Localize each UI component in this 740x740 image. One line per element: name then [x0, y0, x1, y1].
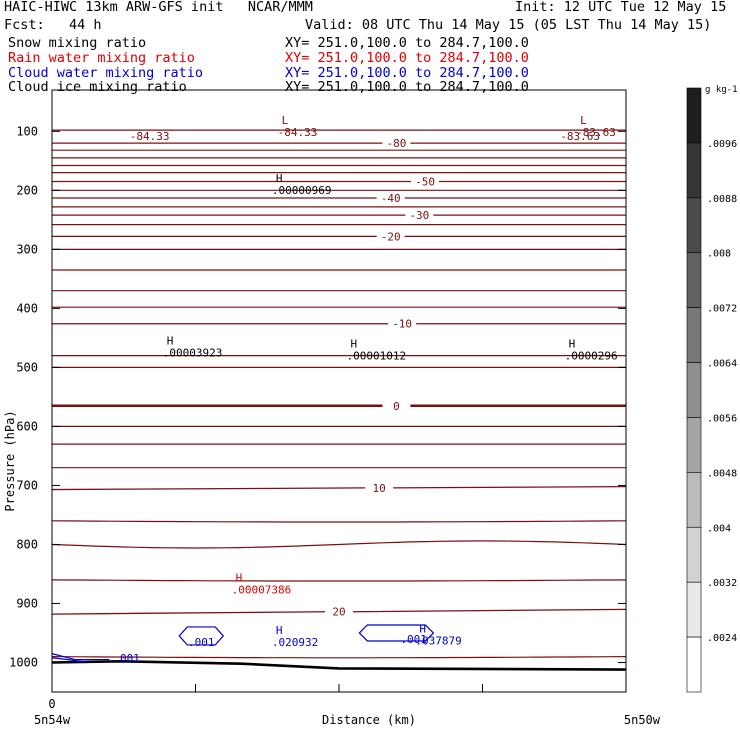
- cloud-water-contour-label: .001: [188, 636, 215, 649]
- colorbar-tick-label: .0056: [707, 413, 737, 424]
- field-xy-cloudice: XY= 251.0,100.0 to 284.7,100.0: [285, 79, 529, 95]
- extremum-letter: L: [580, 114, 587, 127]
- extrema-labels: L-84.33L-83.63H.00000969H.00003923H.0000…: [163, 114, 618, 649]
- field-label-snow: Snow mixing ratio: [8, 35, 147, 51]
- extremum-value: .00003923: [163, 346, 223, 359]
- temperature-contour-line: [51, 540, 627, 549]
- extremum-letter: H: [167, 334, 174, 347]
- colorbar-tick-label: .0048: [707, 468, 737, 479]
- x-axis-label: Distance (km): [322, 713, 416, 727]
- temperature-contour-label: -30: [409, 209, 429, 222]
- x-end-label-right: 5n50w: [624, 713, 661, 727]
- extremum-value: .037879: [415, 634, 461, 647]
- colorbar-unit-label: g kg-1: [705, 85, 738, 95]
- y-tick-label: 1000: [9, 655, 38, 669]
- extremum-value: .0000296: [565, 349, 618, 362]
- colorbar-segment: [686, 197, 702, 254]
- extremum-value: .00000969: [272, 184, 332, 197]
- forecast-hour: Fcst: 44 h: [4, 17, 102, 33]
- colorbar-segment: [686, 252, 702, 308]
- colorbar-tick-label: .0096: [707, 139, 737, 150]
- terrain-surface-line: [51, 660, 627, 671]
- y-tick-label: 600: [16, 419, 38, 433]
- y-tick-label: 900: [16, 596, 38, 610]
- cloud-water-contour-label: .001: [400, 633, 427, 646]
- temperature-contour-label: -50: [415, 175, 435, 188]
- temperature-contour-line: [51, 520, 627, 523]
- extremum-letter: H: [276, 172, 283, 185]
- colorbar-tick-label: .0024: [707, 633, 737, 644]
- extremum-value: -84.33: [278, 126, 318, 139]
- colorbar-segment: [686, 472, 702, 528]
- y-tick-label: 500: [16, 360, 38, 374]
- valid-time: Valid: 08 UTC Thu 14 May 15 (05 LST Thu …: [305, 17, 712, 33]
- temperature-contour-label: -10: [392, 318, 412, 331]
- colorbar-segment: [686, 142, 702, 199]
- extremum-value: .00001012: [346, 349, 406, 362]
- colorbar-segment: [686, 307, 702, 363]
- temperature-contour-line: [51, 579, 627, 582]
- cloud-water-contour: [178, 626, 225, 646]
- x-end-label-left: 5n54w: [34, 713, 71, 727]
- extremum-value: .020932: [272, 636, 318, 649]
- field-label-cloudwater: Cloud water mixing ratio: [8, 65, 204, 81]
- cloud-water-contour: [51, 653, 110, 661]
- y-tick-label: 300: [16, 242, 38, 256]
- field-xy-cloudwater: XY= 251.0,100.0 to 284.7,100.0: [285, 65, 529, 81]
- colorbar-tick-label: .0072: [707, 304, 737, 315]
- colorbar-segment: [686, 636, 702, 693]
- extremum-letter: L: [282, 114, 289, 127]
- plot-frame: [51, 89, 627, 693]
- temperature-contour-line: [51, 656, 627, 659]
- field-xy-snow: XY= 251.0,100.0 to 284.7,100.0: [285, 35, 529, 51]
- y-tick-label: 200: [16, 183, 38, 197]
- colorbar-tick-label: .0064: [707, 359, 737, 370]
- field-label-rain: Rain water mixing ratio: [8, 50, 195, 66]
- temperature-contour-label: 20: [332, 606, 345, 619]
- init-time: Init: 12 UTC Tue 12 May 15: [515, 0, 727, 15]
- temperature-contour-label: 0: [393, 400, 400, 413]
- cloud-water-contour: [358, 624, 435, 642]
- field-xy-rain: XY= 251.0,100.0 to 284.7,100.0: [285, 50, 529, 66]
- extremum-value: -83.63: [576, 126, 616, 139]
- colorbar-tick-label: .004: [707, 523, 731, 534]
- temperature-contour-label: -84.33: [130, 130, 170, 143]
- y-tick-label: 400: [16, 301, 38, 315]
- y-tick-label: 100: [16, 124, 38, 138]
- temperature-contour-label: 10: [373, 482, 386, 495]
- extremum-letter: H: [419, 622, 426, 635]
- extremum-letter: H: [276, 624, 283, 637]
- extremum-value: .00007386: [232, 584, 292, 597]
- colorbar-segment: [686, 526, 702, 583]
- temperature-contour-label: -83.63: [560, 130, 600, 143]
- extremum-letter: H: [236, 572, 243, 585]
- colorbar-tick-label: .008: [707, 249, 731, 260]
- plot-title: HAIC-HIWC 13km ARW-GFS init NCAR/MMM: [4, 0, 313, 15]
- y-tick-label: 800: [16, 537, 38, 551]
- colorbar-segment: [686, 581, 702, 638]
- y-tick-label: 700: [16, 478, 38, 492]
- colorbar-tick-label: .0088: [707, 194, 737, 205]
- cloud-water-contours: .001 .001 .001: [51, 624, 435, 665]
- y-axis-label: Pressure (hPa): [3, 410, 17, 511]
- extremum-letter: H: [569, 337, 576, 350]
- colorbar-tick-label: .0032: [707, 578, 737, 589]
- temperature-contour-line: [51, 485, 627, 491]
- colorbar: .0096 .0088 .008 .0072 .0064 .0056 .0048 .004 .0…: [686, 85, 738, 693]
- temperature-contour-label: -40: [381, 192, 401, 205]
- temperature-contours: -84.33 -80 -83.63 -50 -40 -30 -20 -10 0 10 20: [51, 129, 627, 671]
- temperature-contour-label: -80: [386, 137, 406, 150]
- temperature-contour-label: -20: [381, 230, 401, 243]
- colorbar-segment: [686, 362, 702, 418]
- x-tick-label: 0: [48, 697, 55, 711]
- field-label-cloudice: Cloud ice mixing ratio: [8, 79, 187, 95]
- cloud-water-contour-label: .001: [113, 652, 140, 665]
- colorbar-segment: [686, 87, 702, 144]
- temperature-contour-line: [51, 608, 627, 615]
- extremum-letter: H: [350, 337, 357, 350]
- colorbar-segment: [686, 417, 702, 473]
- cloud-water-contour: [51, 657, 87, 663]
